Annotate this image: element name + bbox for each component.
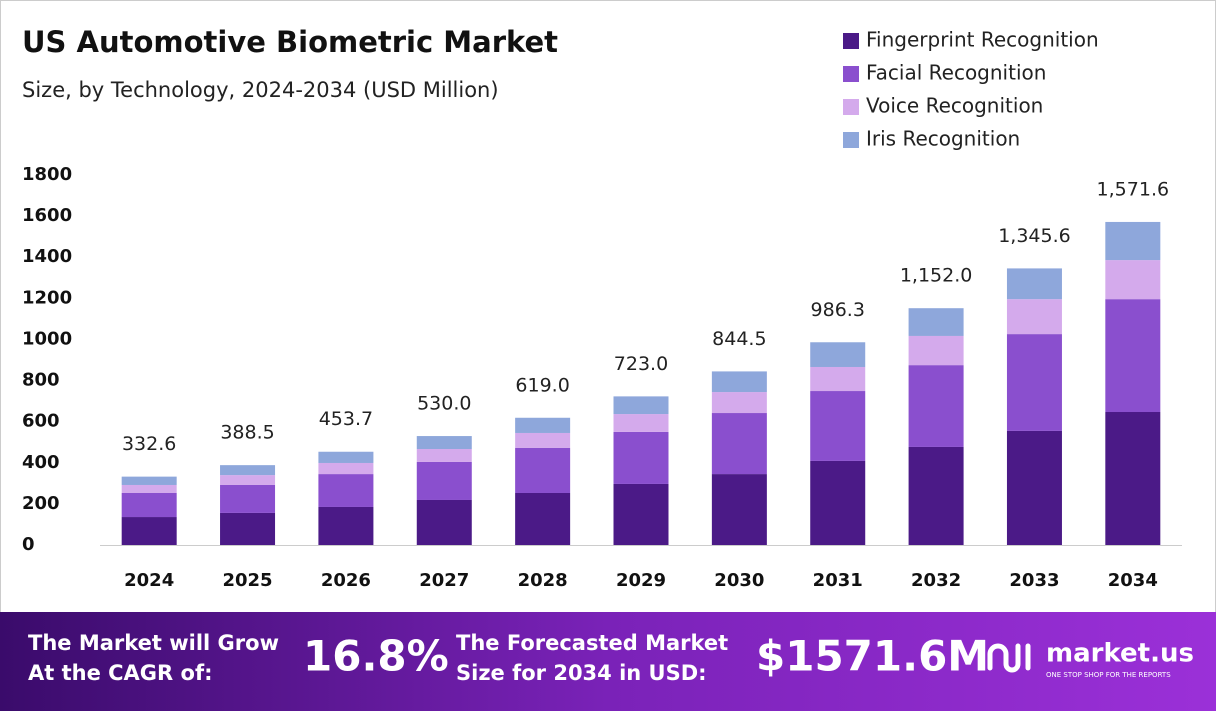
- banner-size: $1571.6M: [756, 632, 989, 681]
- bar-segment: [810, 391, 866, 461]
- bar-segment: [1006, 334, 1062, 431]
- y-tick-label: 1400: [22, 246, 72, 267]
- banner-cagr: 16.8%: [303, 632, 449, 681]
- bar-segment: [121, 492, 177, 518]
- bar-segment: [613, 396, 669, 415]
- total-label: 1,571.6: [1097, 178, 1170, 200]
- banner-text: The Market will Grow: [28, 631, 279, 655]
- legend-label: Voice Recognition: [866, 94, 1043, 118]
- bar-segment: [1006, 268, 1062, 300]
- banner-text: At the CAGR of:: [28, 661, 213, 685]
- y-tick-label: 200: [22, 493, 60, 514]
- legend-swatch: [843, 66, 859, 82]
- bar-segment: [1006, 430, 1062, 545]
- bar-segment: [810, 342, 866, 367]
- bar-segment: [1006, 299, 1062, 335]
- bar-segment: [416, 449, 472, 462]
- bar-segment: [908, 335, 964, 366]
- total-label: 844.5: [712, 328, 766, 350]
- bar-segment: [711, 371, 767, 393]
- bar-segment: [810, 366, 866, 392]
- y-tick-label: 400: [22, 452, 60, 473]
- x-tick-label: 2032: [911, 570, 961, 591]
- bar-segment: [220, 484, 276, 513]
- total-label: 619.0: [515, 374, 569, 396]
- bar-segment: [220, 512, 276, 545]
- bar-segment: [1105, 260, 1161, 300]
- bar-segment: [318, 506, 374, 545]
- y-tick-label: 800: [22, 370, 60, 391]
- bar-segment: [416, 461, 472, 500]
- total-label: 1,152.0: [900, 265, 973, 287]
- bar-segment: [711, 392, 767, 414]
- y-tick-label: 1800: [22, 164, 72, 185]
- y-tick-label: 1200: [22, 287, 72, 308]
- x-tick-label: 2030: [714, 570, 764, 591]
- total-label: 723.0: [614, 353, 668, 375]
- bar-segment: [515, 447, 571, 493]
- bar-segment: [613, 414, 669, 432]
- total-label: 1,345.6: [998, 225, 1071, 247]
- bar-segment: [1105, 221, 1161, 261]
- total-label: 332.6: [122, 433, 176, 455]
- x-tick-label: 2034: [1108, 570, 1158, 591]
- bar-segment: [908, 446, 964, 545]
- legend-swatch: [843, 33, 859, 49]
- bar-segment: [515, 432, 571, 448]
- logo-text: market.us: [1046, 639, 1194, 669]
- total-label: 530.0: [417, 393, 471, 415]
- bar-segment: [121, 517, 177, 545]
- legend-label: Facial Recognition: [866, 61, 1046, 85]
- bar-segment: [1105, 412, 1161, 545]
- bar-segment: [1105, 299, 1161, 413]
- x-tick-label: 2025: [222, 570, 272, 591]
- plot: 0 200 400 600 800 1000 1200 1400 1600 1800 332.6 20…: [22, 28, 1169, 592]
- bar-segment: [121, 476, 177, 485]
- y-tick-label: 1600: [22, 205, 72, 226]
- logo-tagline: ONE STOP SHOP FOR THE REPORTS: [1046, 671, 1171, 679]
- total-label: 986.3: [811, 299, 865, 321]
- bar-segment: [711, 413, 767, 475]
- bar-segment: [515, 417, 571, 433]
- legend-swatch: [843, 132, 859, 148]
- bar-segment: [613, 483, 669, 545]
- bar-segment: [416, 436, 472, 450]
- total-label: 453.7: [319, 408, 373, 430]
- y-tick-label: 1000: [22, 328, 72, 349]
- banner-text: Size for 2034 in USD:: [456, 661, 707, 685]
- banner: [0, 612, 1216, 711]
- bar-segment: [121, 484, 177, 493]
- x-tick-label: 2029: [616, 570, 666, 591]
- x-tick-label: 2027: [419, 570, 469, 591]
- bar-segment: [908, 308, 964, 336]
- x-tick-label: 2031: [813, 570, 863, 591]
- bar-segment: [318, 474, 374, 507]
- bar-segment: [515, 492, 571, 545]
- bar-segment: [908, 365, 964, 447]
- bar-segment: [318, 462, 374, 475]
- total-label: 388.5: [220, 422, 274, 444]
- y-tick-label: 0: [22, 534, 35, 555]
- banner-text: The Forecasted Market: [456, 631, 728, 655]
- legend-label: Fingerprint Recognition: [866, 28, 1099, 52]
- y-tick-label: 600: [22, 411, 60, 432]
- chart-title: US Automotive Biometric Market: [22, 25, 558, 59]
- bar-segment: [416, 499, 472, 545]
- bar-segment: [220, 475, 276, 485]
- x-tick-label: 2026: [321, 570, 371, 591]
- bar-segment: [810, 460, 866, 545]
- legend-label: Iris Recognition: [866, 127, 1020, 151]
- legend-swatch: [843, 99, 859, 115]
- bar-segment: [318, 451, 374, 463]
- bar-segment: [220, 465, 276, 476]
- x-tick-label: 2033: [1009, 570, 1059, 591]
- chart-subtitle: Size, by Technology, 2024-2034 (USD Mill…: [22, 78, 499, 102]
- bar-segment: [613, 431, 669, 484]
- logo-icon: [987, 643, 1031, 673]
- bar-segment: [711, 474, 767, 545]
- x-tick-label: 2028: [518, 570, 568, 591]
- x-tick-label: 2024: [124, 570, 174, 591]
